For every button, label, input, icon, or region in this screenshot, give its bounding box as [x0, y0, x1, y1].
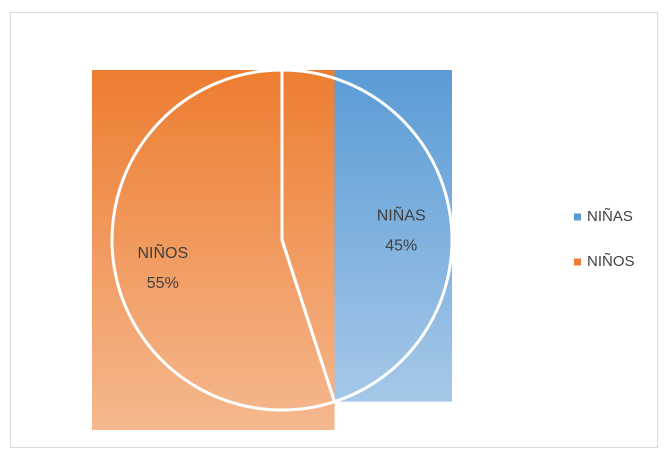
legend-label: NIÑOS	[587, 253, 635, 270]
data-label-name: NIÑAS	[377, 204, 426, 224]
legend-swatch	[574, 213, 581, 221]
legend-swatch	[574, 258, 581, 266]
legend-label: NIÑAS	[587, 208, 633, 225]
slice-outline	[110, 68, 337, 412]
data-label-name: NIÑOS	[137, 242, 188, 262]
slice-outline	[280, 68, 454, 404]
pie-slice	[92, 70, 335, 430]
data-label-value: 55%	[147, 275, 179, 292]
data-label-value: 45%	[385, 237, 417, 254]
